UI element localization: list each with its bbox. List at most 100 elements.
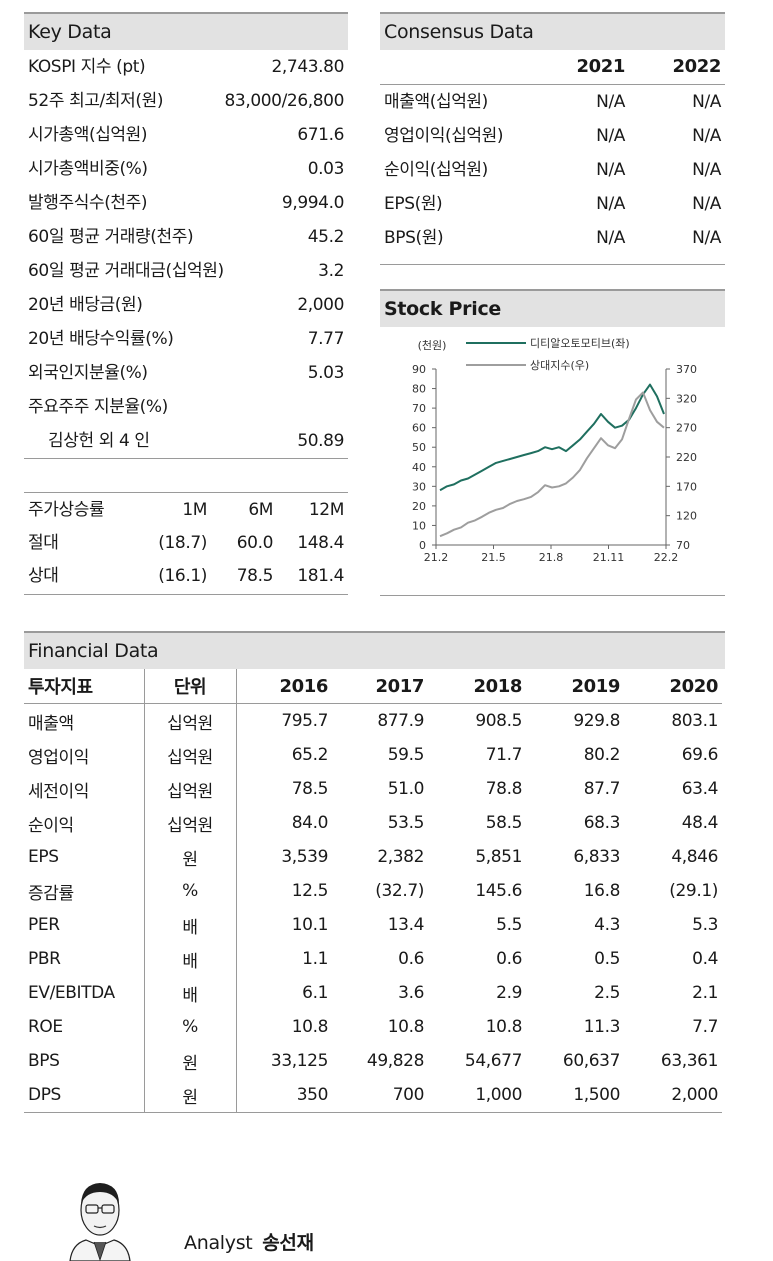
financial-value: 2,000	[624, 1078, 722, 1113]
consensus-year-2021: 2021	[576, 56, 626, 77]
key-data-row: 시가총액비중(%) 0.03	[24, 152, 348, 186]
chart-x-tick-label: 21.5	[481, 551, 506, 564]
key-data-row: 60일 평균 거래대금(십억원) 3.2	[24, 254, 348, 288]
key-data-label: 60일 평균 거래대금(십억원)	[28, 261, 224, 281]
consensus-title: Consensus Data	[380, 12, 725, 50]
financial-row: PBR 배 1.1 0.6 0.6 0.5 0.4	[24, 942, 722, 976]
financial-metric: BPS	[28, 1051, 60, 1071]
key-data-label: KOSPI 지수 (pt)	[28, 57, 146, 77]
key-data-label: 김상헌 외 4 인	[48, 431, 150, 451]
price-return-top-rule	[24, 492, 348, 493]
chart-left-tick-label: 50	[412, 441, 426, 454]
financial-body: 매출액 십억원 795.7 877.9 908.5 929.8 803.1 영업이익 십억원 65…	[24, 703, 722, 1113]
key-data-bottom-rule	[24, 458, 348, 459]
financial-value: 4,846	[671, 847, 718, 867]
financial-row: DPS 원 350 700 1,000 1,500 2,000	[24, 1078, 722, 1113]
financial-row: 순이익 십억원 84.0 53.5 58.5 68.3 48.4	[24, 806, 722, 840]
consensus-row: 영업이익(십억원) N/A N/A	[380, 119, 725, 153]
key-data-row: 52주 최고/최저(원) 83,000/26,800	[24, 84, 348, 118]
price-return-row-relative: 상대 (16.1) 78.5 181.4	[24, 560, 348, 593]
chart-left-tick-label: 20	[412, 500, 426, 513]
financial-row: PER 배 10.1 13.4 5.5 4.3 5.3	[24, 908, 722, 942]
financial-value: 58.5	[485, 813, 523, 833]
key-data-label: 외국인지분율(%)	[28, 363, 148, 383]
chart-right-tick-label: 120	[676, 510, 697, 523]
financial-value: 80.2	[583, 745, 621, 765]
financial-metric: PBR	[28, 949, 61, 969]
financial-header-2019: 2019	[571, 675, 621, 697]
financial-row: ROE% 10.8 10.8 10.8 11.3 7.7	[24, 1010, 722, 1044]
financial-header-metric: 투자지표	[28, 677, 93, 698]
price-return-header-6m: 6M	[248, 500, 273, 520]
financial-unit: 원	[143, 1078, 237, 1113]
financial-value: 10.8	[387, 1017, 425, 1037]
key-data-row: 시가총액(십억원) 671.6	[24, 118, 348, 152]
key-data-value: 0.03	[307, 159, 345, 179]
financial-value: 63,361	[660, 1051, 718, 1071]
key-data-value: 9,994.0	[281, 193, 344, 213]
price-return-row-absolute: 절대 (18.7) 60.0 148.4	[24, 527, 348, 560]
financial-row: EPS 원 3,539 2,382 5,851 6,833 4,846	[24, 840, 722, 874]
chart-right-tick-label: 220	[676, 451, 697, 464]
financial-metric: 증감률	[28, 883, 74, 904]
financial-value: (29.1)	[669, 881, 718, 901]
financial-value: 877.9	[377, 711, 424, 731]
financial-value: 929.8	[573, 711, 620, 731]
key-data-rows: KOSPI 지수 (pt) 2,743.80 52주 최고/최저(원) 83,000/…	[24, 50, 348, 458]
financial-header-2020: 2020	[669, 675, 719, 697]
price-return-header-label: 주가상승률	[28, 500, 105, 520]
chart-right-tick-label: 70	[676, 539, 690, 552]
key-data-row: 20년 배당수익률(%) 7.77	[24, 322, 348, 356]
financial-value: 33,125	[270, 1051, 328, 1071]
consensus-value-2022: N/A	[692, 126, 721, 146]
consensus-row: 순이익(십억원) N/A N/A	[380, 153, 725, 187]
consensus-label: 순이익(십억원)	[384, 160, 488, 180]
financial-unit: 배	[143, 908, 237, 942]
consensus-value-2021: N/A	[596, 160, 625, 180]
key-data-value: 45.2	[307, 227, 345, 247]
consensus-value-2021: N/A	[596, 194, 625, 214]
key-data-row: 주요주주 지분율(%)	[24, 390, 348, 424]
key-data-value: 2,743.80	[271, 57, 344, 77]
chart-legend-label: 상대지수(우)	[530, 359, 589, 372]
key-data-row: 발행주식수(천주) 9,994.0	[24, 186, 348, 220]
key-data-row: KOSPI 지수 (pt) 2,743.80	[24, 50, 348, 84]
financial-row: 영업이익 십억원 65.2 59.5 71.7 80.2 69.6	[24, 738, 722, 772]
financial-row: 매출액 십억원 795.7 877.9 908.5 929.8 803.1	[24, 703, 722, 738]
key-data-row: 김상헌 외 4 인 50.89	[24, 424, 348, 458]
financial-header-2016: 2016	[279, 675, 329, 697]
key-data-row: 20년 배당금(원) 2,000	[24, 288, 348, 322]
financial-unit: 십억원	[143, 806, 237, 840]
financial-unit: 십억원	[143, 703, 237, 738]
financial-metric: 세전이익	[28, 781, 89, 802]
consensus-value-2021: N/A	[596, 92, 625, 112]
chart-right-tick-label: 370	[676, 363, 697, 376]
financial-metric: 매출액	[28, 713, 74, 734]
financial-value: 59.5	[387, 745, 425, 765]
key-data-value: 3.2	[318, 261, 344, 281]
financial-value: 78.5	[291, 779, 329, 799]
chart-series-index-line	[439, 391, 665, 538]
financial-value: 78.8	[485, 779, 523, 799]
consensus-label: 매출액(십억원)	[384, 92, 488, 112]
chart-series-stock-line	[439, 383, 665, 492]
price-return-bottom-rule	[24, 594, 348, 595]
key-data-value: 671.6	[297, 125, 344, 145]
financial-value: 0.6	[496, 949, 522, 969]
financial-value: 2.5	[594, 983, 620, 1003]
price-return-label: 상대	[28, 566, 59, 586]
financial-value: (32.7)	[375, 881, 424, 901]
financial-value: 48.4	[681, 813, 719, 833]
financial-value: 51.0	[387, 779, 425, 799]
chart-y-axis-label: (천원)	[418, 338, 447, 352]
chart-right-tick-label: 320	[676, 392, 697, 405]
financial-value: 145.6	[475, 881, 522, 901]
financial-value: 49,828	[366, 1051, 424, 1071]
chart-x-tick-label: 21.11	[593, 551, 625, 564]
financial-value: 12.5	[291, 881, 329, 901]
financial-metric: 순이익	[28, 815, 74, 836]
financial-value: 0.4	[692, 949, 718, 969]
key-data-label: 20년 배당수익률(%)	[28, 329, 174, 349]
financial-unit: %	[143, 1010, 237, 1044]
key-data-label: 시가총액비중(%)	[28, 159, 148, 179]
